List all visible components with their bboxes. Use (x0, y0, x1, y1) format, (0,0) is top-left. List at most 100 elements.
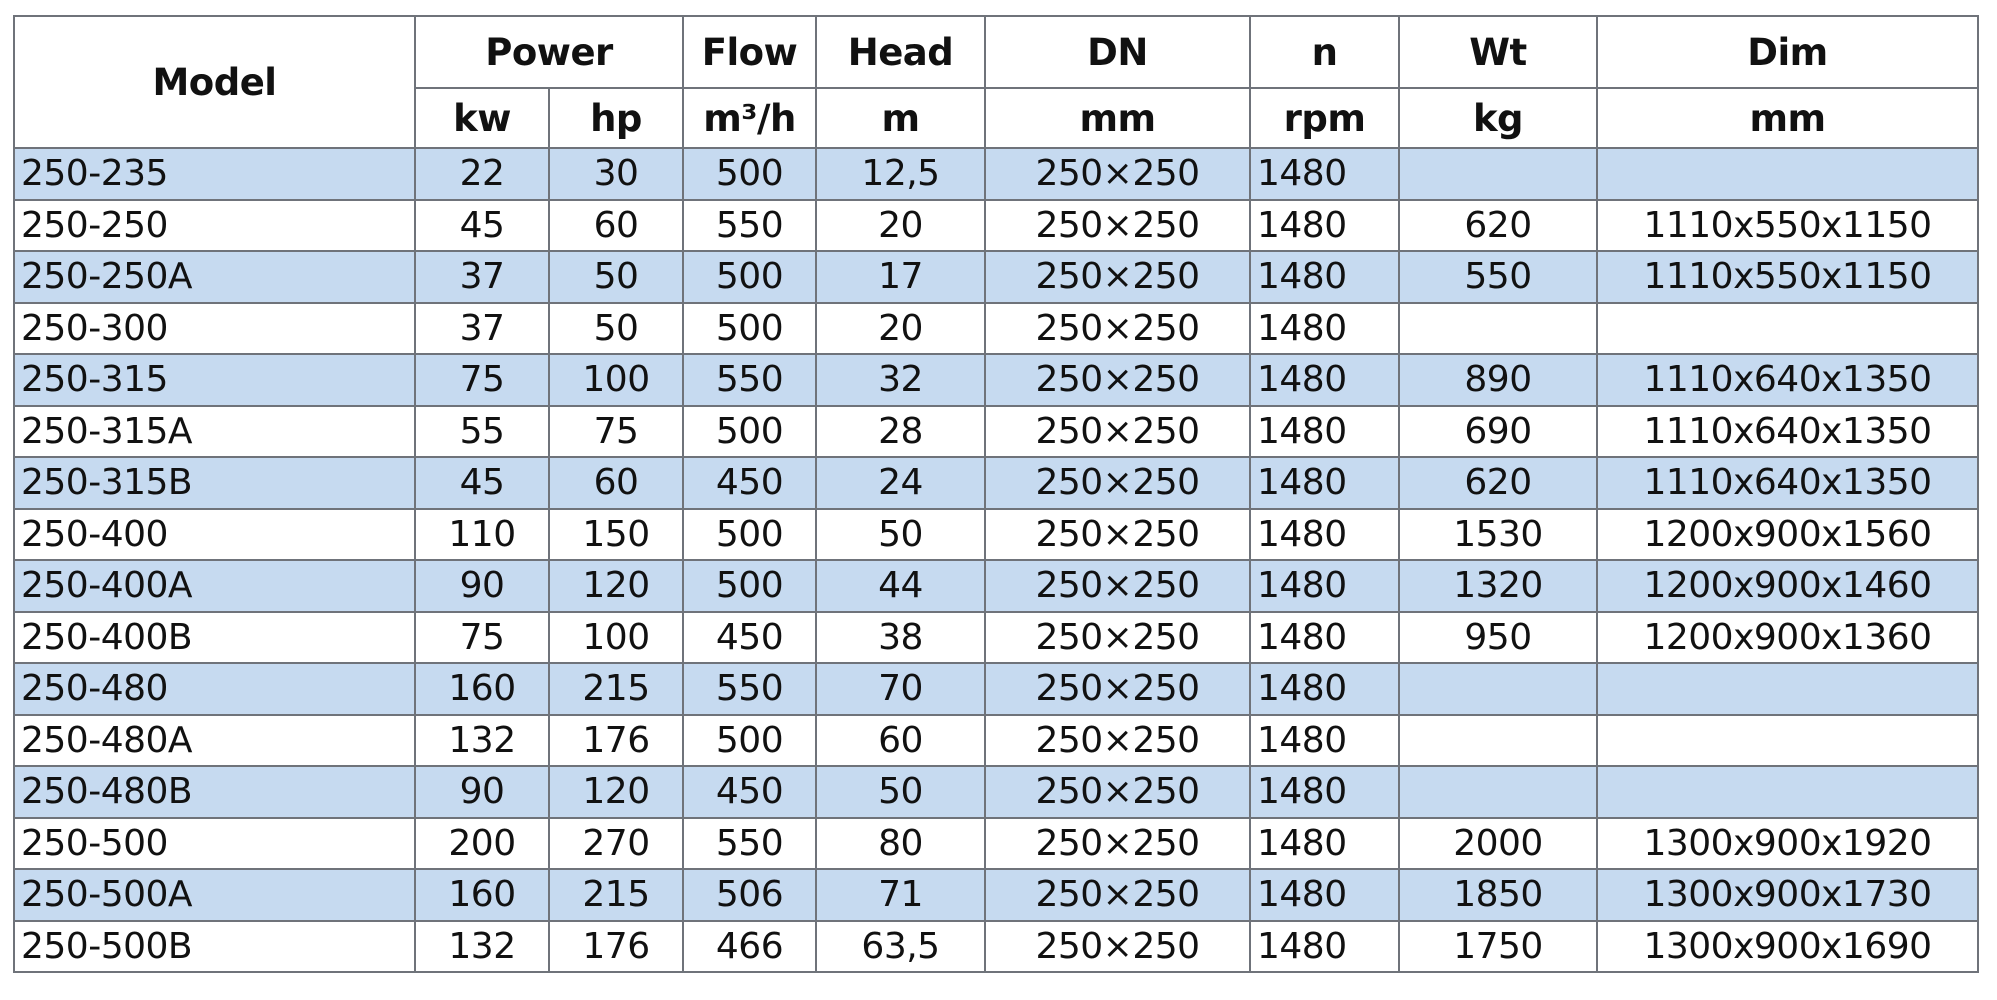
header-power: Power (414, 15, 684, 89)
cell-kw: 37 (414, 250, 550, 304)
cell-dim (1596, 713, 1979, 767)
cell-head: 24 (815, 456, 986, 510)
cell-hp: 150 (548, 507, 684, 561)
cell-hp: 176 (548, 713, 684, 767)
cell-flow: 550 (682, 198, 817, 252)
cell-head: 63,5 (815, 919, 986, 973)
cell-dn: 250×250 (984, 559, 1251, 613)
cell-rpm: 1480 (1249, 919, 1400, 973)
unit-wt: kg (1398, 87, 1598, 149)
cell-wt: 950 (1398, 610, 1598, 664)
cell-dim (1596, 765, 1979, 819)
table-row: 250-480 160 215 550 70 250×250 1480 (13, 662, 1979, 716)
cell-hp: 30 (548, 147, 684, 201)
table-row: 250-250 45 60 550 20 250×250 1480 620 1110x550x1… (13, 198, 1979, 252)
cell-kw: 45 (414, 198, 550, 252)
cell-kw: 22 (414, 147, 550, 201)
cell-dim: 1110x640x1350 (1596, 456, 1979, 510)
cell-hp: 60 (548, 198, 684, 252)
cell-rpm: 1480 (1249, 713, 1400, 767)
cell-kw: 55 (414, 404, 550, 458)
cell-dim: 1300x900x1730 (1596, 868, 1979, 922)
table-body: 250-235 22 30 500 12,5 250×250 1480 250-250 45 60… (13, 147, 1979, 973)
cell-wt: 2000 (1398, 816, 1598, 870)
cell-hp: 75 (548, 404, 684, 458)
cell-kw: 90 (414, 559, 550, 613)
cell-hp: 215 (548, 868, 684, 922)
cell-kw: 160 (414, 662, 550, 716)
cell-dn: 250×250 (984, 147, 1251, 201)
header-row-units: kw hp m³/h m mm rpm kg mm (14, 87, 1979, 149)
cell-model: 250-500 (13, 816, 416, 870)
cell-hp: 60 (548, 456, 684, 510)
table-row: 250-315 75 100 550 32 250×250 1480 890 1110x640x… (13, 353, 1979, 407)
cell-dim: 1200x900x1360 (1596, 610, 1979, 664)
cell-flow: 500 (682, 301, 817, 355)
cell-dim: 1200x900x1560 (1596, 507, 1979, 561)
cell-wt: 1320 (1398, 559, 1598, 613)
cell-kw: 37 (414, 301, 550, 355)
header-dim: Dim (1596, 15, 1979, 89)
cell-dn: 250×250 (984, 250, 1251, 304)
cell-hp: 50 (548, 301, 684, 355)
cell-wt: 890 (1398, 353, 1598, 407)
cell-model: 250-500A (13, 868, 416, 922)
unit-dn: mm (984, 87, 1251, 149)
cell-head: 28 (815, 404, 986, 458)
cell-rpm: 1480 (1249, 456, 1400, 510)
cell-head: 50 (815, 765, 986, 819)
cell-flow: 450 (682, 765, 817, 819)
cell-rpm: 1480 (1249, 559, 1400, 613)
unit-head: m (815, 87, 986, 149)
cell-wt: 620 (1398, 198, 1598, 252)
cell-hp: 215 (548, 662, 684, 716)
cell-head: 44 (815, 559, 986, 613)
cell-hp: 120 (548, 559, 684, 613)
cell-model: 250-315B (13, 456, 416, 510)
cell-rpm: 1480 (1249, 147, 1400, 201)
cell-kw: 75 (414, 353, 550, 407)
table-row: 250-400B 75 100 450 38 250×250 1480 950 1200x900… (13, 610, 1979, 664)
unit-flow: m³/h (682, 87, 817, 149)
cell-dn: 250×250 (984, 198, 1251, 252)
cell-model: 250-250 (13, 198, 416, 252)
cell-flow: 550 (682, 662, 817, 716)
cell-dn: 250×250 (984, 610, 1251, 664)
cell-wt: 1850 (1398, 868, 1598, 922)
cell-head: 70 (815, 662, 986, 716)
cell-head: 80 (815, 816, 986, 870)
cell-flow: 500 (682, 147, 817, 201)
cell-rpm: 1480 (1249, 198, 1400, 252)
table-row: 250-315A 55 75 500 28 250×250 1480 690 1110x640x… (13, 404, 1979, 458)
header-wt: Wt (1398, 15, 1598, 89)
cell-wt (1398, 765, 1598, 819)
cell-head: 12,5 (815, 147, 986, 201)
cell-flow: 500 (682, 713, 817, 767)
cell-dn: 250×250 (984, 662, 1251, 716)
cell-dn: 250×250 (984, 816, 1251, 870)
cell-rpm: 1480 (1249, 662, 1400, 716)
cell-dim: 1110x640x1350 (1596, 353, 1979, 407)
cell-flow: 450 (682, 456, 817, 510)
cell-rpm: 1480 (1249, 765, 1400, 819)
cell-flow: 500 (682, 404, 817, 458)
table-row: 250-235 22 30 500 12,5 250×250 1480 (13, 147, 1979, 201)
cell-hp: 270 (548, 816, 684, 870)
table-row: 250-400 110 150 500 50 250×250 1480 1530 1200x90… (13, 507, 1979, 561)
cell-model: 250-480A (13, 713, 416, 767)
table-row: 250-500A 160 215 506 71 250×250 1480 1850 1300x9… (13, 868, 1979, 922)
cell-model: 250-500B (13, 919, 416, 973)
cell-model: 250-315 (13, 353, 416, 407)
header-row-groups: Model Power Flow Head DN n Wt Dim (13, 15, 1979, 149)
cell-dim: 1110x550x1150 (1596, 250, 1979, 304)
cell-kw: 132 (414, 713, 550, 767)
cell-dn: 250×250 (984, 919, 1251, 973)
cell-dim (1596, 147, 1979, 201)
cell-dim: 1300x900x1920 (1596, 816, 1979, 870)
cell-head: 38 (815, 610, 986, 664)
cell-dn: 250×250 (984, 713, 1251, 767)
cell-kw: 200 (414, 816, 550, 870)
cell-flow: 500 (682, 507, 817, 561)
cell-hp: 176 (548, 919, 684, 973)
cell-hp: 120 (548, 765, 684, 819)
